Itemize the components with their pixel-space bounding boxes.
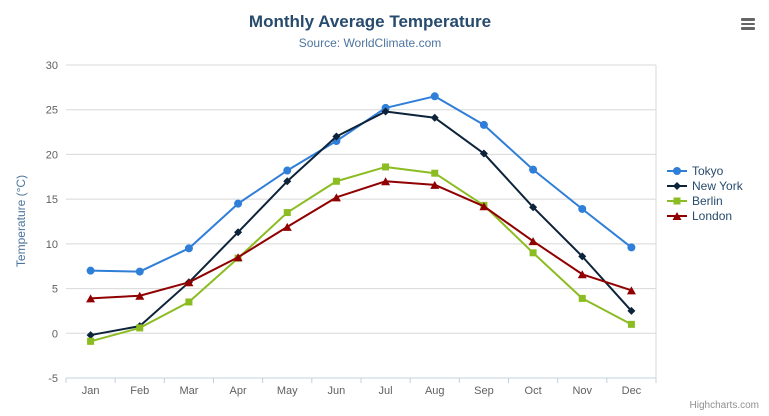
x-axis-tick-label: Jan bbox=[82, 385, 100, 397]
data-point-marker[interactable] bbox=[86, 331, 95, 340]
data-point-marker[interactable] bbox=[233, 253, 243, 262]
data-point-marker[interactable] bbox=[627, 320, 635, 328]
data-point-marker[interactable] bbox=[282, 222, 292, 231]
x-axis-tick-label: Sep bbox=[474, 385, 494, 397]
legend-marker-icon bbox=[667, 167, 687, 175]
legend-marker-icon bbox=[667, 197, 687, 205]
data-point-marker[interactable] bbox=[135, 267, 144, 276]
data-point-marker[interactable] bbox=[673, 182, 681, 190]
y-axis-tick-label: 0 bbox=[52, 328, 58, 340]
series-line[interactable] bbox=[89, 165, 633, 343]
y-axis-tick-label: 15 bbox=[46, 194, 58, 206]
data-point-marker[interactable] bbox=[627, 306, 636, 315]
data-point-marker[interactable] bbox=[87, 337, 95, 345]
legend-marker-icon bbox=[667, 182, 687, 190]
data-point-marker[interactable] bbox=[430, 113, 439, 122]
data-point-marker[interactable] bbox=[135, 291, 145, 300]
series-line[interactable] bbox=[89, 110, 633, 337]
x-axis-tick-label: Jun bbox=[328, 385, 346, 397]
data-point-marker[interactable] bbox=[626, 286, 636, 295]
legend-item-london[interactable]: London bbox=[667, 209, 767, 223]
data-point-marker[interactable] bbox=[673, 197, 681, 205]
legend-label: London bbox=[692, 209, 733, 223]
data-point-marker[interactable] bbox=[184, 244, 193, 253]
legend: Tokyo New York Berlin London bbox=[667, 164, 767, 224]
x-axis-tick-label: Mar bbox=[179, 385, 198, 397]
data-point-marker[interactable] bbox=[479, 120, 488, 129]
data-point-marker[interactable] bbox=[332, 132, 341, 141]
data-point-marker[interactable] bbox=[283, 166, 292, 175]
data-point-marker[interactable] bbox=[577, 270, 587, 279]
series-tokyo[interactable] bbox=[86, 92, 636, 276]
y-axis-tick-label: 25 bbox=[46, 105, 58, 117]
data-point-marker[interactable] bbox=[332, 177, 340, 185]
x-axis-tick-label: Feb bbox=[130, 385, 149, 397]
data-point-marker[interactable] bbox=[578, 294, 586, 302]
data-point-marker[interactable] bbox=[479, 202, 489, 211]
x-axis-tick-label: May bbox=[277, 385, 298, 397]
data-point-marker[interactable] bbox=[185, 298, 193, 306]
y-axis-title: Temperature (°C) bbox=[14, 174, 28, 268]
x-axis-tick-label: Jul bbox=[379, 385, 393, 397]
data-point-marker[interactable] bbox=[672, 212, 682, 220]
data-point-marker[interactable] bbox=[234, 199, 243, 208]
data-point-marker[interactable] bbox=[479, 149, 488, 158]
data-point-marker[interactable] bbox=[86, 294, 96, 303]
legend-item-tokyo[interactable]: Tokyo bbox=[667, 164, 767, 178]
legend-item-new-york[interactable]: New York bbox=[667, 179, 767, 193]
chart-title: Monthly Average Temperature bbox=[248, 12, 492, 31]
legend-marker-icon bbox=[667, 212, 687, 220]
data-point-marker[interactable] bbox=[381, 107, 390, 116]
y-axis-tick-label: 10 bbox=[46, 239, 58, 251]
data-point-marker[interactable] bbox=[283, 209, 291, 217]
legend-item-berlin[interactable]: Berlin bbox=[667, 194, 767, 208]
credits-link[interactable]: Highcharts.com bbox=[689, 400, 759, 411]
data-point-marker[interactable] bbox=[529, 249, 537, 257]
data-point-marker[interactable] bbox=[381, 177, 391, 186]
data-point-marker[interactable] bbox=[283, 177, 292, 186]
legend-label: Berlin bbox=[692, 194, 723, 208]
legend-label: New York bbox=[692, 179, 743, 193]
data-point-marker[interactable] bbox=[528, 237, 538, 246]
series-line[interactable] bbox=[89, 95, 633, 273]
data-point-marker[interactable] bbox=[382, 163, 390, 171]
data-point-marker[interactable] bbox=[673, 167, 681, 175]
data-point-marker[interactable] bbox=[578, 204, 587, 213]
data-point-marker[interactable] bbox=[578, 252, 587, 261]
series-line[interactable] bbox=[89, 180, 633, 300]
data-point-marker[interactable] bbox=[184, 278, 194, 287]
data-point-marker[interactable] bbox=[627, 243, 636, 252]
chart-subtitle: Source: WorldClimate.com bbox=[298, 36, 442, 50]
data-point-marker[interactable] bbox=[136, 324, 144, 332]
x-axis-tick-label: Apr bbox=[230, 385, 247, 397]
y-axis-tick-label: -5 bbox=[48, 373, 58, 385]
series-london[interactable] bbox=[86, 177, 636, 303]
x-axis-tick-label: Nov bbox=[572, 385, 592, 397]
series-new-york[interactable] bbox=[86, 107, 636, 340]
x-axis-tick-label: Oct bbox=[525, 385, 542, 397]
legend-label: Tokyo bbox=[692, 164, 724, 178]
data-point-marker[interactable] bbox=[529, 165, 538, 174]
hamburger-menu-icon[interactable] bbox=[740, 15, 756, 33]
y-axis-tick-label: 20 bbox=[46, 149, 58, 161]
data-point-marker[interactable] bbox=[529, 203, 538, 212]
data-point-marker[interactable] bbox=[431, 169, 439, 177]
data-point-marker[interactable] bbox=[234, 228, 243, 237]
x-axis-tick-label: Dec bbox=[622, 385, 642, 397]
data-point-marker[interactable] bbox=[430, 180, 440, 189]
data-point-marker[interactable] bbox=[430, 92, 439, 101]
data-point-marker[interactable] bbox=[331, 193, 341, 202]
y-axis-tick-label: 30 bbox=[46, 60, 58, 72]
data-point-marker[interactable] bbox=[86, 266, 95, 275]
y-axis-tick-label: 5 bbox=[52, 284, 58, 296]
x-axis-tick-label: Aug bbox=[425, 385, 445, 397]
